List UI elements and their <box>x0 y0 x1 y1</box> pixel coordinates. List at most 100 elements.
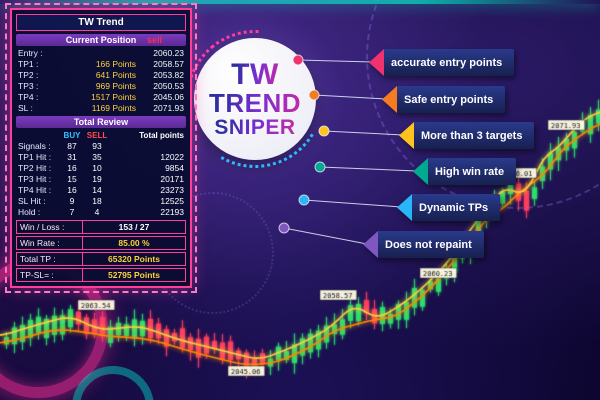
feature-arrow-icon <box>413 158 428 185</box>
stat-row: TP-SL= : 52795 Points <box>16 268 186 282</box>
stat-row: Win / Loss : 153 / 27 <box>16 220 186 234</box>
feature-item: accurate entry points <box>369 49 515 76</box>
position-row-points: 1169 Points <box>91 103 136 113</box>
review-col-total: Total points <box>139 131 184 140</box>
position-row-label: SL : <box>18 103 33 113</box>
position-row: Entry : 2060.23 <box>16 48 186 59</box>
position-row: TP3 : 969 Points 2050.53 <box>16 81 186 92</box>
feature-label: High win rate <box>427 158 517 185</box>
review-row-sell: 19 <box>92 174 102 184</box>
position-row-points <box>52 48 142 59</box>
badge-line-trend: TREND <box>208 88 302 119</box>
position-row-points: 1517 Points <box>91 92 136 102</box>
position-row-price: 2045.06 <box>153 92 184 102</box>
feature-label: accurate entry points <box>383 49 515 76</box>
review-row-buy: 16 <box>67 163 77 173</box>
review-row-buy: 87 <box>67 141 77 151</box>
review-row-buy: 9 <box>69 196 75 206</box>
review-row-total <box>110 141 184 152</box>
review-row-label: TP3 Hit : <box>18 174 52 184</box>
review-column-headers: BUY SELL Total points <box>16 130 186 141</box>
position-row-points: 166 Points <box>95 59 136 69</box>
position-row-points: 969 Points <box>95 81 136 91</box>
review-row-sell: 35 <box>92 152 102 162</box>
feature-arrow-icon <box>369 49 384 76</box>
position-direction: sell <box>146 35 162 45</box>
position-row-price: 2058.57 <box>153 59 184 69</box>
review-row-total: 23273 <box>160 185 184 195</box>
stat-value: 65320 Points <box>108 254 160 264</box>
review-row-total: 20171 <box>160 174 184 184</box>
review-row-sell: 18 <box>92 196 102 206</box>
position-row-points: 641 Points <box>95 70 136 80</box>
stat-value: 85.00 % <box>118 238 150 248</box>
review-row-sell: 10 <box>92 163 102 173</box>
position-row-label: Entry : <box>18 48 43 58</box>
review-row-label: TP1 Hit : <box>18 152 52 162</box>
feature-arrow-icon <box>382 86 397 113</box>
feature-label: Does not repaint <box>377 231 484 258</box>
position-row-price: 2050.53 <box>153 81 184 91</box>
feature-item: High win rate <box>413 158 517 185</box>
feature-label: Dynamic TPs <box>411 194 501 221</box>
stat-label: Win / Loss : <box>17 221 83 233</box>
feature-item: Dynamic TPs <box>397 194 501 221</box>
review-row: Hold : 7 4 22193 <box>16 207 186 218</box>
position-row-label: TP4 : <box>18 92 39 102</box>
indicator-panel: TW Trend Current Position sell Entry : 20… <box>5 3 197 293</box>
summary-stats: Win / Loss : 153 / 27 Win Rate : 85.00 % Tot… <box>16 220 186 282</box>
review-row-buy: 7 <box>69 207 75 217</box>
review-row: TP2 Hit : 16 10 9854 <box>16 163 186 174</box>
current-position-header: Current Position <box>16 34 186 46</box>
tw-trend-sniper-badge: TW TREND SNIPER <box>194 38 316 160</box>
review-row-buy: 31 <box>67 152 77 162</box>
position-row-price: 2071.93 <box>153 103 184 113</box>
stat-row: Total TP : 65320 Points <box>16 252 186 266</box>
position-row: SL : 1169 Points 2071.93 <box>16 103 186 114</box>
position-row-label: TP1 : <box>18 59 39 69</box>
total-review-rows: Signals :87 93 TP1 Hit :31 35 12022 TP2 Hit :… <box>16 141 186 218</box>
feature-item: More than 3 targets <box>399 122 535 149</box>
position-row-label: TP2 : <box>18 70 39 80</box>
feature-arrow-icon <box>363 231 378 258</box>
current-position-rows: Entry :2060.23 TP1 :166 Points 2058.57 TP2 … <box>16 48 186 114</box>
feature-arrow-icon <box>399 122 414 149</box>
review-row-sell: 14 <box>92 185 102 195</box>
review-row-label: Signals : <box>18 141 51 151</box>
feature-item: Safe entry points <box>382 86 506 113</box>
stat-label: Win Rate : <box>17 237 83 249</box>
review-row-total: 9854 <box>165 163 184 173</box>
stat-value: 52795 Points <box>108 270 160 280</box>
review-row-total: 12022 <box>160 152 184 162</box>
review-row-sell: 93 <box>92 141 102 151</box>
review-row: TP4 Hit : 16 14 23273 <box>16 185 186 196</box>
feature-item: Does not repaint <box>363 231 484 258</box>
review-row-label: TP4 Hit : <box>18 185 52 195</box>
review-row: Signals : 87 93 <box>16 141 186 152</box>
feature-label: Safe entry points <box>396 86 506 113</box>
position-row: TP4 : 1517 Points 2045.06 <box>16 92 186 103</box>
position-row-label: TP3 : <box>18 81 39 91</box>
review-row-label: Hold : <box>18 207 41 217</box>
review-row: TP3 Hit : 15 19 20171 <box>16 174 186 185</box>
badge-line-sniper: SNIPER <box>214 115 296 139</box>
stat-row: Win Rate : 85.00 % <box>16 236 186 250</box>
review-row-sell: 4 <box>94 207 100 217</box>
position-row: TP2 : 641 Points 2053.82 <box>16 70 186 81</box>
stat-label: TP-SL= : <box>17 269 83 281</box>
panel-title: TW Trend <box>16 14 186 31</box>
review-row-buy: 16 <box>67 185 77 195</box>
feature-label: More than 3 targets <box>413 122 535 149</box>
review-row-label: TP2 Hit : <box>18 163 52 173</box>
review-row-total: 22193 <box>160 207 184 217</box>
position-row-price: 2053.82 <box>153 70 184 80</box>
stat-value: 153 / 27 <box>118 222 150 232</box>
feature-arrow-icon <box>397 194 412 221</box>
review-row-buy: 15 <box>67 174 77 184</box>
position-row-price: 2060.23 <box>153 48 184 58</box>
stat-label: Total TP : <box>17 253 83 265</box>
review-row-label: SL Hit : <box>18 196 46 206</box>
total-review-header: Total Review <box>16 116 186 128</box>
review-col-buy: BUY <box>63 131 81 140</box>
